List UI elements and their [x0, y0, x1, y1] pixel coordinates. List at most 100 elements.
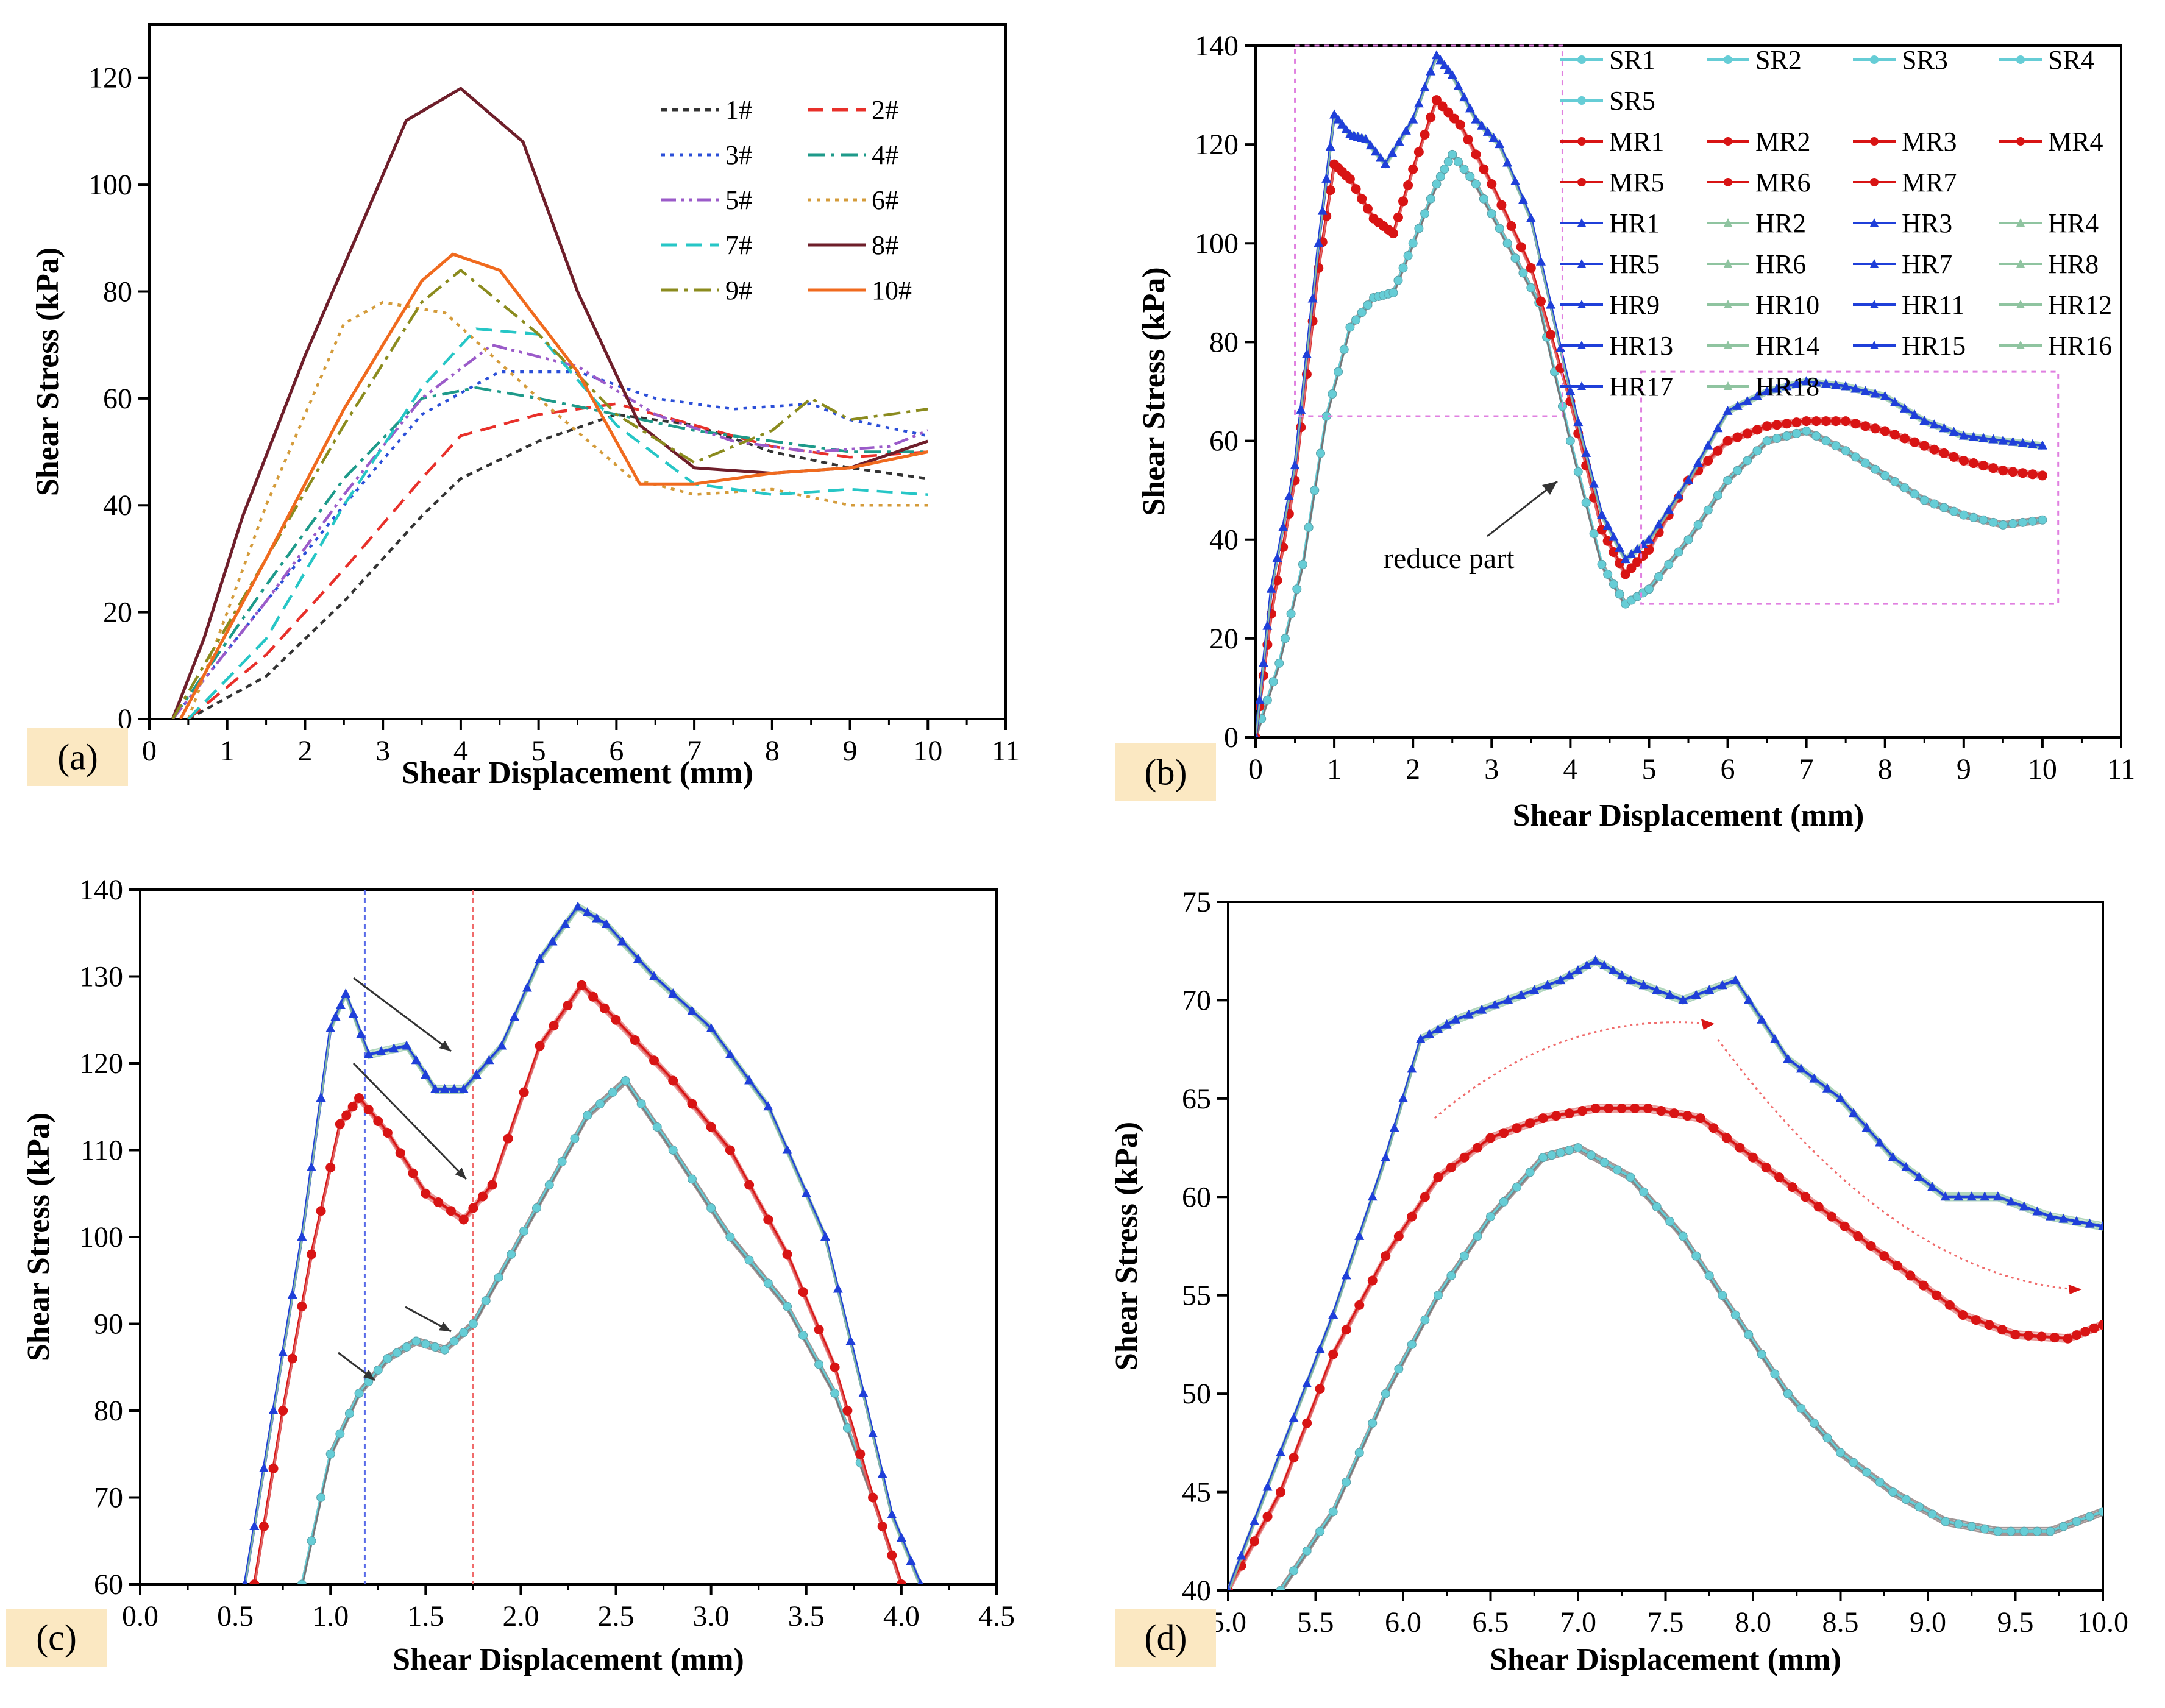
data-point-mr [433, 1197, 444, 1207]
data-point-mr [363, 1105, 374, 1114]
data-point-mr [1398, 196, 1409, 207]
data-point-mr [1443, 107, 1454, 118]
data-point-hr [782, 1144, 792, 1154]
y-axis-title: Shear Stress (kPa) [1109, 1122, 1144, 1370]
data-point-sr [1674, 547, 1683, 557]
data-point-sr [1388, 288, 1398, 297]
x-tick-label: 8 [765, 735, 780, 767]
data-point-hr [801, 1188, 811, 1197]
data-point-hr [2006, 1196, 2016, 1206]
data-point-hr [1442, 1019, 1452, 1029]
y-tick-label: 60 [1209, 425, 1239, 458]
data-point-mr [1721, 1133, 1732, 1143]
data-point-hr [1831, 380, 1841, 389]
data-point-hr [725, 1049, 735, 1058]
legend-label: HR16 [2048, 331, 2112, 361]
data-point-hr [471, 1069, 482, 1079]
data-point-hr [330, 1012, 341, 1021]
x-tick-label: 8.0 [1735, 1606, 1771, 1639]
data-point-mr [487, 1180, 497, 1190]
data-point-sr [1929, 499, 1939, 509]
data-point-sr [1526, 283, 1536, 292]
data-point-sr [2085, 1512, 2094, 1522]
data-point-hr [1900, 403, 1910, 413]
data-point-hr [1315, 1344, 1325, 1353]
data-point-mr [649, 1055, 659, 1066]
data-point-mr [798, 1287, 808, 1297]
data-point-mr [316, 1206, 326, 1216]
data-point-mr [1949, 452, 1959, 462]
data-point-hr [1901, 1161, 1911, 1171]
data-point-mr [249, 1579, 260, 1584]
series-line-hr [244, 909, 920, 1584]
y-tick-label: 70 [94, 1482, 123, 1514]
data-point-hr [1375, 152, 1385, 162]
y-tick-label: 80 [103, 275, 132, 308]
data-point-sr [1298, 559, 1307, 569]
data-point-sr [411, 1336, 421, 1346]
data-point-hr [1644, 534, 1654, 544]
data-point-hr [1439, 60, 1449, 69]
x-tick-label: 6 [609, 735, 624, 767]
x-tick-label: 9.0 [1910, 1606, 1946, 1639]
trend-arrow-down [1717, 1039, 2077, 1291]
data-point-sr [1302, 1546, 1312, 1556]
data-point-mr [1420, 129, 1430, 140]
dashed-box [1294, 44, 1563, 417]
plot-area [1256, 50, 2047, 737]
data-point-mr [1325, 185, 1335, 196]
data-point-sr [1822, 1433, 1832, 1443]
data-point-mr [1590, 1104, 1601, 1113]
series-line-6 [187, 300, 928, 719]
legend-label: 2# [872, 95, 898, 125]
data-point-mr [1525, 1118, 1535, 1129]
data-point-hr [1431, 50, 1442, 60]
data-point-mr [335, 1119, 345, 1129]
data-point-mr [725, 1145, 735, 1155]
data-point-hr [1490, 999, 1500, 1009]
y-tick-label: 120 [79, 1047, 123, 1080]
data-point-hr [1757, 1014, 1767, 1024]
data-point-sr [1420, 1315, 1430, 1325]
data-point-hr [1713, 423, 1723, 433]
legend-label: SR3 [1902, 45, 1948, 75]
data-point-hr [1387, 147, 1398, 157]
data-point-sr [1473, 1231, 1482, 1241]
data-point-hr [1783, 1054, 1793, 1063]
data-point-sr [1310, 486, 1320, 495]
data-point-hr [1599, 960, 1610, 969]
data-point-hr [1791, 378, 1802, 388]
data-point-sr [1328, 1507, 1338, 1517]
data-point-hr [1526, 213, 1536, 222]
legend-label: HR10 [1755, 290, 1819, 320]
panel-label: (b) [1145, 753, 1187, 793]
y-tick-label: 40 [103, 489, 132, 522]
data-point-mr [1958, 1310, 1968, 1320]
legend-label: 8# [872, 230, 898, 260]
data-point-sr [1512, 1182, 1522, 1192]
data-point-mr [2098, 1320, 2103, 1330]
data-point-hr [1608, 965, 1618, 974]
series-line-10 [179, 252, 928, 719]
data-point-mr [1860, 421, 1871, 431]
data-point-sr [1927, 1509, 1937, 1519]
data-point-sr [620, 1076, 630, 1085]
data-point-mr [1463, 135, 1473, 145]
series-group-mr [249, 980, 906, 1584]
data-point-sr [1394, 1364, 1404, 1374]
x-axis-title: Shear Displacement (mm) [1490, 1642, 1841, 1677]
data-point-hr [1841, 381, 1851, 391]
data-point-sr [1949, 506, 1959, 516]
data-point-sr [344, 1409, 354, 1419]
annotation-reduce-part: reduce part [1384, 542, 1515, 575]
data-point-hr [1889, 397, 1900, 406]
data-point-hr [1307, 293, 1318, 303]
data-point-sr [2006, 1526, 2016, 1536]
data-point-mr [1479, 164, 1489, 174]
legend-label: SR4 [2048, 45, 2094, 75]
data-point-mr [1262, 1511, 1273, 1522]
data-point-hr [1573, 965, 1583, 974]
annotation-arrow-head [439, 1040, 451, 1051]
data-point-hr [1978, 433, 1989, 442]
